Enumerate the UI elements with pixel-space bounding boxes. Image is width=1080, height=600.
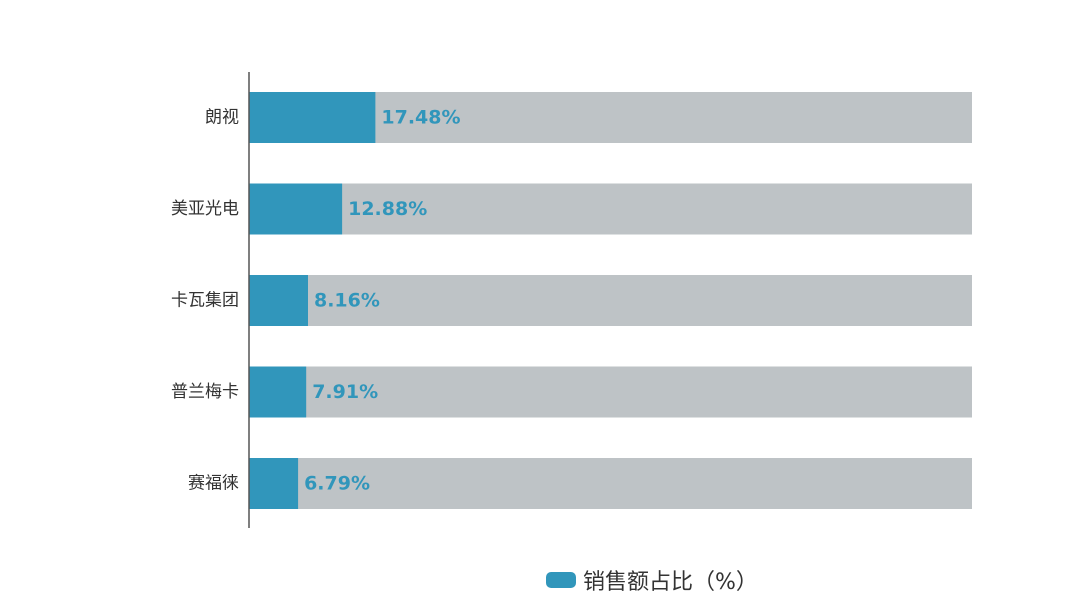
category-label: 赛福徕 [188,473,239,494]
value-label: 17.48% [381,107,460,129]
bar [249,275,308,326]
value-label: 8.16% [314,290,380,312]
bar-track [249,275,972,326]
bar-track [249,183,972,235]
value-label: 12.88% [348,198,427,220]
bar [249,366,307,418]
category-label: 卡瓦集团 [171,291,239,311]
value-label: 6.79% [304,473,370,495]
legend: 销售额占比（%） [546,563,758,597]
category-label: 美亚光电 [171,199,239,219]
bar [249,92,376,143]
bar-track [249,366,972,418]
category-label: 普兰梅卡 [171,382,239,402]
value-labels: 17.48% 12.88% 8.16% 7.91% 6.79% [304,107,460,495]
bar-tracks [249,92,972,509]
legend-swatch [546,572,576,588]
legend-label: 销售额占比（%） [583,570,758,595]
value-label: 7.91% [312,381,378,403]
bars [249,92,376,509]
bar [249,183,343,235]
bar [249,458,299,509]
bar-track [249,458,972,509]
category-label: 朗视 [205,108,239,128]
